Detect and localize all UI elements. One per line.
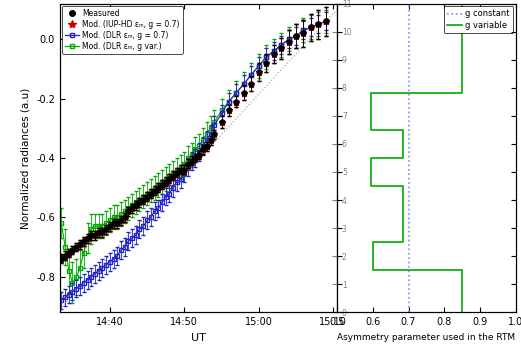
Legend: Measured, Mod. (IUP-HD εₘ, g = 0.7), Mod. (DLR εₘ, g = 0.7), Mod. (DLR εₘ, g var: Measured, Mod. (IUP-HD εₘ, g = 0.7), Mod… [62, 6, 183, 54]
X-axis label: UT: UT [191, 333, 206, 343]
Legend: g constant, g variable: g constant, g variable [444, 6, 513, 33]
Y-axis label: Normalized radiances (a.u): Normalized radiances (a.u) [21, 87, 31, 229]
X-axis label: Asymmetry parameter used in the RTM: Asymmetry parameter used in the RTM [337, 333, 515, 342]
